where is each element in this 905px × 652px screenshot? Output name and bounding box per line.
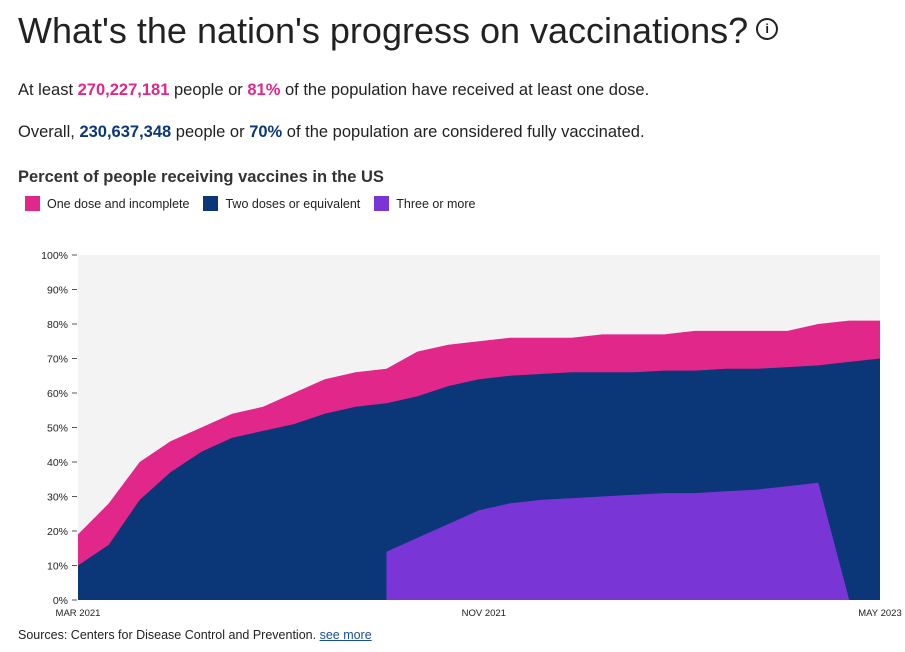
legend-item-two-doses[interactable]: Two doses or equivalent: [203, 196, 360, 211]
one-dose-count: 270,227,181: [77, 81, 170, 99]
y-tick-label: 70%: [47, 354, 68, 366]
one-dose-percent: 81%: [247, 81, 281, 99]
y-tick-label: 60%: [47, 388, 68, 400]
legend-label-one-dose: One dose and incomplete: [47, 196, 190, 211]
summary-text: people or: [171, 123, 250, 141]
legend-swatch-two-doses: [203, 196, 219, 211]
see-more-link[interactable]: see more: [319, 628, 372, 642]
summary-text: Overall,: [18, 123, 80, 141]
page-title: What's the nation's progress on vaccinat…: [18, 10, 779, 52]
y-tick-label: 20%: [47, 526, 68, 538]
legend-swatch-one-dose: [25, 196, 40, 211]
vaccination-area-chart[interactable]: 0% 10% 20% 30% 40% 50% 60% 70% 80% 90% 100% MAR 202…: [0, 240, 905, 625]
legend-label-three-plus: Three or more: [396, 196, 476, 211]
area-three-plus: [386, 482, 880, 600]
source-text: Sources: Centers for Disease Control and…: [18, 628, 317, 642]
y-tick-label: 80%: [47, 319, 68, 331]
x-tick-label: MAR 2021: [56, 608, 101, 619]
y-tick-label: 0%: [53, 595, 68, 607]
fully-vaccinated-percent: 70%: [249, 123, 283, 141]
y-tick-label: 90%: [47, 285, 68, 297]
y-tick-label: 30%: [47, 492, 68, 504]
chart-title: Percent of people receiving vaccines in …: [18, 168, 384, 186]
legend-item-three-plus[interactable]: Three or more: [374, 196, 475, 211]
y-tick-label: 100%: [41, 250, 68, 262]
fully-vaccinated-count: 230,637,348: [79, 123, 172, 141]
summary-text: At least: [18, 81, 78, 99]
legend-item-one-dose[interactable]: One dose and incomplete: [25, 196, 189, 211]
summary-text: of the population are considered fully v…: [282, 123, 645, 141]
source-note: Sources: Centers for Disease Control and…: [18, 628, 372, 642]
chart-legend: One dose and incomplete Two doses or equ…: [25, 196, 475, 211]
y-tick-label: 10%: [47, 561, 68, 573]
info-circle-icon[interactable]: i: [756, 18, 779, 41]
y-tick-label: 50%: [47, 423, 68, 435]
x-tick-label: NOV 2021: [462, 608, 506, 619]
summary-text: people or: [169, 81, 248, 99]
legend-label-two-doses: Two doses or equivalent: [225, 196, 361, 211]
x-tick-label: MAY 2023: [858, 608, 901, 619]
summary-text: of the population have received at least…: [280, 81, 650, 99]
y-tick-label: 40%: [47, 457, 68, 469]
fully-vaccinated-summary: Overall, 230,637,348 people or 70% of th…: [18, 123, 645, 142]
one-dose-summary: At least 270,227,181 people or 81% of th…: [18, 81, 649, 100]
legend-swatch-three-plus: [374, 196, 390, 211]
